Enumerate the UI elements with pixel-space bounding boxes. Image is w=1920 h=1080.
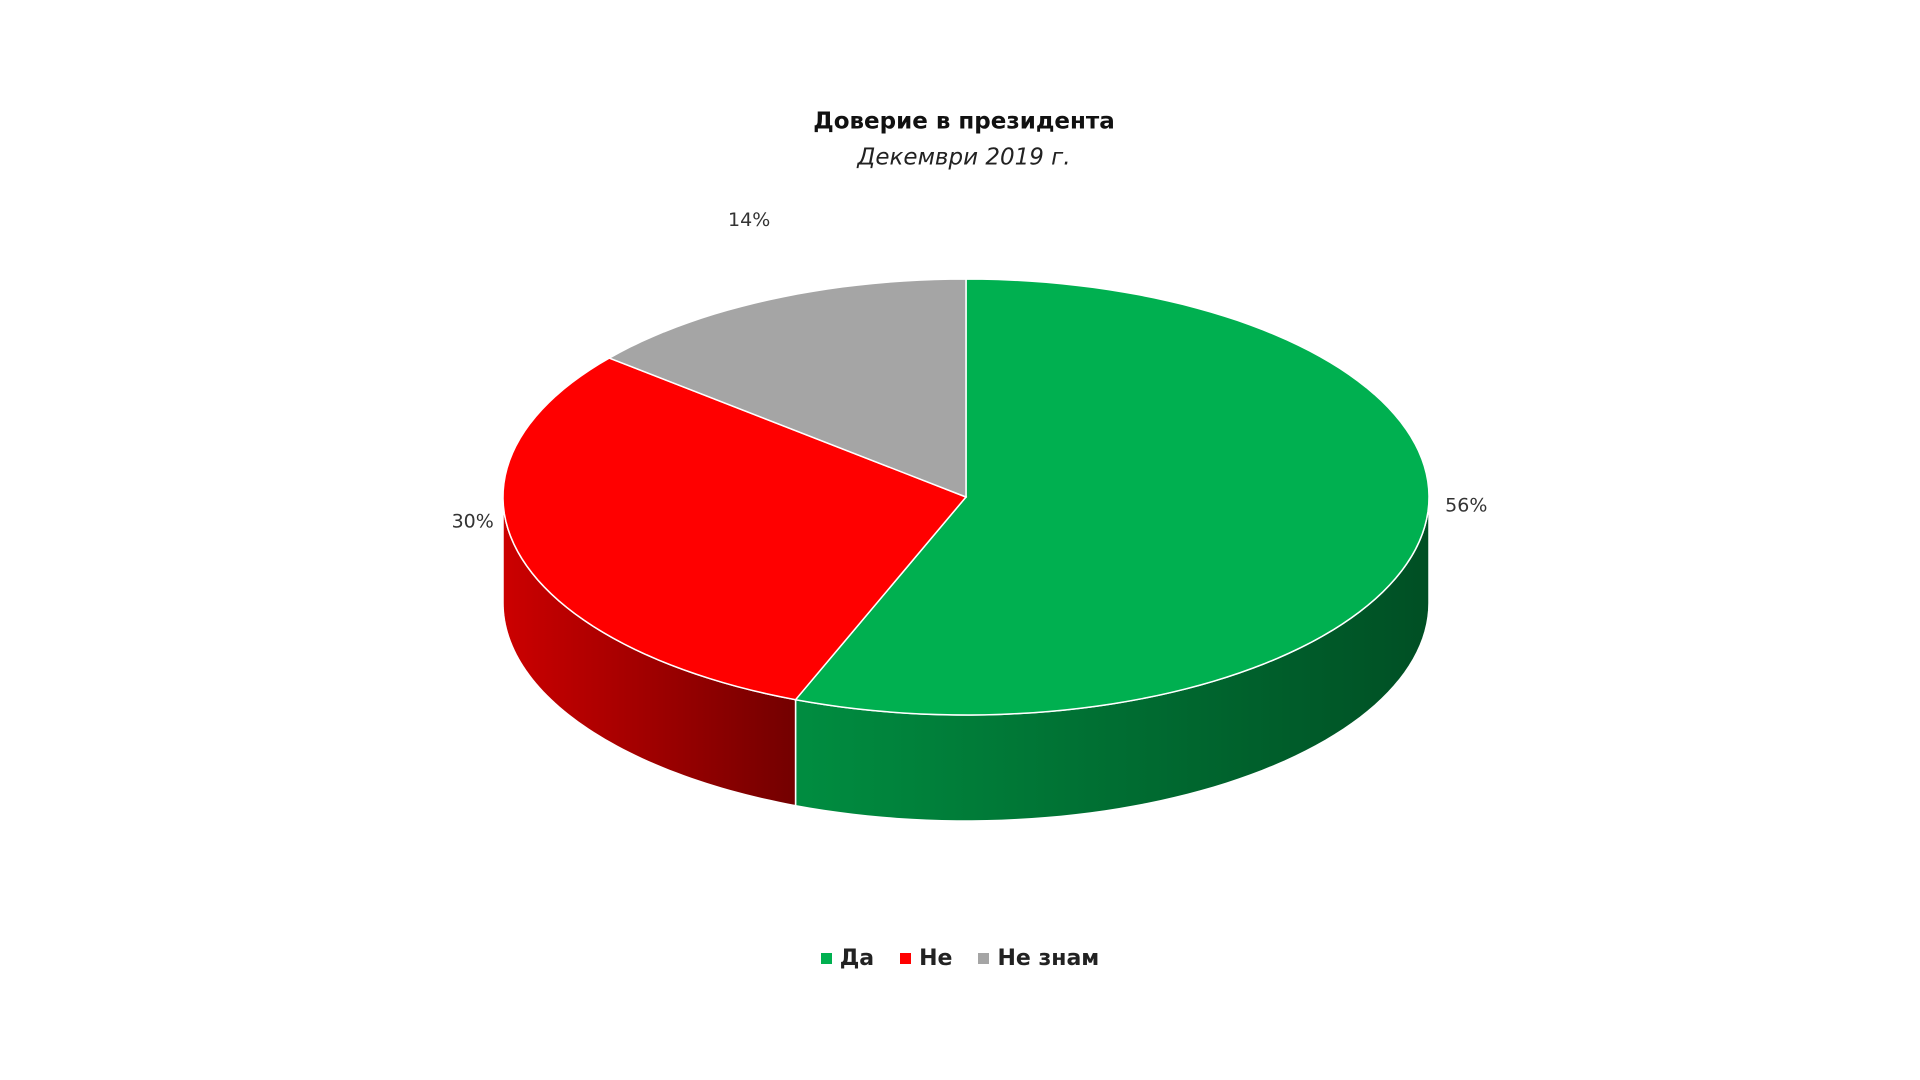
- data-label: 56%: [1445, 495, 1487, 517]
- legend: Да Не Не знам: [0, 946, 1920, 971]
- chart-title: Доверие в президента: [813, 109, 1115, 135]
- data-label: 14%: [728, 209, 770, 231]
- pie-slice: [794, 278, 1430, 716]
- legend-label: Не знам: [997, 946, 1100, 971]
- legend-item: Не: [900, 946, 952, 971]
- legend-label: Не: [919, 946, 953, 971]
- pie-slice: [502, 357, 968, 701]
- data-label: 30%: [452, 511, 494, 533]
- legend-item: Не знам: [978, 946, 1099, 971]
- pie-slice: [607, 278, 967, 499]
- legend-item: Да: [820, 946, 875, 971]
- legend-swatch: [820, 953, 832, 964]
- legend-swatch: [978, 953, 990, 964]
- legend-swatch: [900, 953, 912, 964]
- chart-subtitle: Декември 2019 г.: [856, 145, 1070, 171]
- legend-label: Да: [839, 946, 875, 971]
